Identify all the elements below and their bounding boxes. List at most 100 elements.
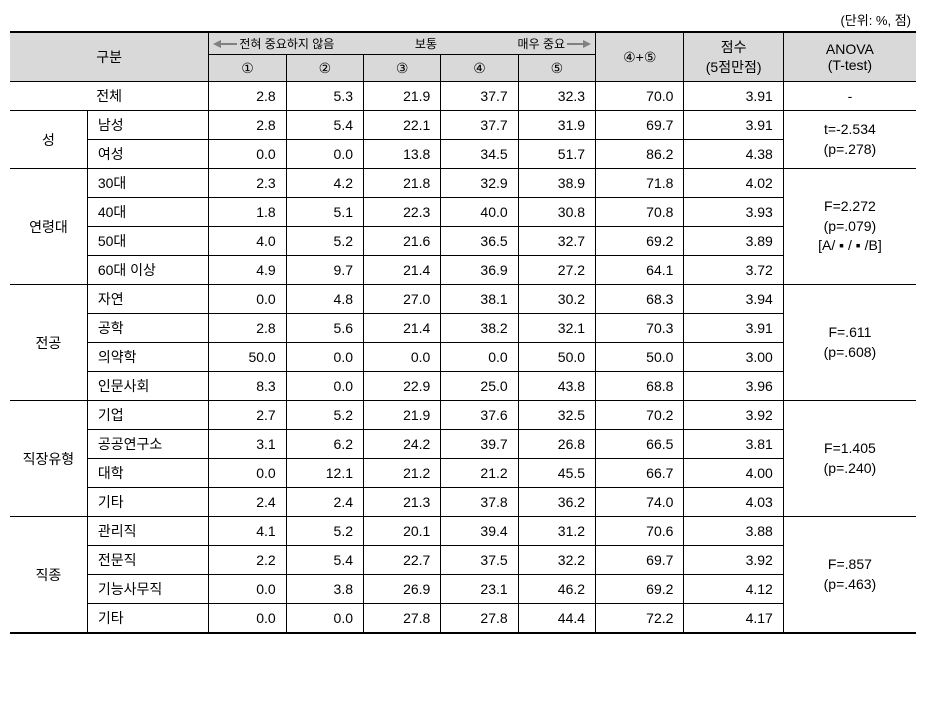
table-cell: 69.7 (596, 546, 684, 575)
table-cell: 86.2 (596, 140, 684, 169)
table-cell: 36.9 (441, 256, 518, 285)
table-row: 40대1.85.122.340.030.870.83.93 (10, 198, 916, 227)
table-cell: 8.3 (209, 372, 286, 401)
table-cell: 5.3 (286, 82, 363, 111)
table-cell: 72.2 (596, 604, 684, 634)
header-anova-main: ANOVA (826, 41, 874, 57)
header-col5: ⑤ (518, 55, 595, 82)
table-cell: 2.8 (209, 111, 286, 140)
table-cell: 37.7 (441, 111, 518, 140)
table-row: 연령대30대2.34.221.832.938.971.84.02F=2.272 … (10, 169, 916, 198)
table-cell: 0.0 (286, 604, 363, 634)
header-anova-sub: (T-test) (828, 57, 872, 73)
table-cell: 0.0 (286, 343, 363, 372)
table-cell: 27.8 (441, 604, 518, 634)
header-sum45: ④+⑤ (596, 32, 684, 82)
table-cell: 43.8 (518, 372, 595, 401)
table-row: 인문사회8.30.022.925.043.868.83.96 (10, 372, 916, 401)
table-cell: 60대 이상 (87, 256, 209, 285)
table-cell: 남성 (87, 111, 209, 140)
table-cell: 37.6 (441, 401, 518, 430)
table-cell: 74.0 (596, 488, 684, 517)
total-label: 전체 (10, 82, 209, 111)
table-cell: 21.4 (364, 256, 441, 285)
table-cell: 71.8 (596, 169, 684, 198)
anova-cell: F=1.405 (p=.240) (783, 401, 916, 517)
table-cell: 39.7 (441, 430, 518, 459)
table-cell: 25.0 (441, 372, 518, 401)
table-cell: 21.4 (364, 314, 441, 343)
scale-not-important-label: 전혀 중요하지 않음 (239, 35, 334, 52)
table-cell: 50.0 (596, 343, 684, 372)
table-cell: 70.8 (596, 198, 684, 227)
table-cell: 3.93 (684, 198, 783, 227)
header-scale: 전혀 중요하지 않음 보통 매우 중요 (209, 32, 596, 55)
table-cell: 22.1 (364, 111, 441, 140)
table-cell: 3.00 (684, 343, 783, 372)
table-cell: 공학 (87, 314, 209, 343)
table-cell: 32.5 (518, 401, 595, 430)
table-cell: 26.9 (364, 575, 441, 604)
table-row: 기능사무직0.03.826.923.146.269.24.12 (10, 575, 916, 604)
table-cell: 0.0 (209, 575, 286, 604)
table-cell: 37.8 (441, 488, 518, 517)
table-cell: 5.4 (286, 546, 363, 575)
header-category: 구분 (10, 32, 209, 82)
arrow-left-icon (213, 40, 237, 48)
header-col2: ② (286, 55, 363, 82)
table-row: 전체2.85.321.937.732.370.03.91- (10, 82, 916, 111)
table-cell: 66.5 (596, 430, 684, 459)
table-row: 의약학50.00.00.00.050.050.03.00 (10, 343, 916, 372)
table-cell: 3.91 (684, 111, 783, 140)
anova-cell: F=2.272 (p=.079) [A/ ▪ / ▪ /B] (783, 169, 916, 285)
table-cell: 27.8 (364, 604, 441, 634)
table-cell: 2.8 (209, 314, 286, 343)
table-cell: 24.2 (364, 430, 441, 459)
scale-normal-label: 보통 (415, 35, 437, 52)
table-cell: 5.2 (286, 401, 363, 430)
table-cell: 40.0 (441, 198, 518, 227)
table-cell: 26.8 (518, 430, 595, 459)
table-cell: 0.0 (364, 343, 441, 372)
table-cell: 40대 (87, 198, 209, 227)
header-col3: ③ (364, 55, 441, 82)
table-cell: 21.2 (441, 459, 518, 488)
table-cell: 전문직 (87, 546, 209, 575)
table-cell: 21.6 (364, 227, 441, 256)
group-label: 연령대 (10, 169, 87, 285)
table-cell: 기타 (87, 488, 209, 517)
table-cell: 21.8 (364, 169, 441, 198)
table-cell: 4.03 (684, 488, 783, 517)
table-row: 60대 이상4.99.721.436.927.264.13.72 (10, 256, 916, 285)
table-row: 50대4.05.221.636.532.769.23.89 (10, 227, 916, 256)
table-cell: 50.0 (518, 343, 595, 372)
table-cell: 0.0 (286, 372, 363, 401)
table-cell: 22.7 (364, 546, 441, 575)
table-cell: 37.7 (441, 82, 518, 111)
table-cell: 66.7 (596, 459, 684, 488)
table-cell: 대학 (87, 459, 209, 488)
table-cell: 5.6 (286, 314, 363, 343)
table-cell: 13.8 (364, 140, 441, 169)
table-cell: 22.3 (364, 198, 441, 227)
table-cell: 3.1 (209, 430, 286, 459)
table-cell: 3.91 (684, 82, 783, 111)
table-cell: 38.9 (518, 169, 595, 198)
table-row: 전공자연0.04.827.038.130.268.33.94F=.611 (p=… (10, 285, 916, 314)
table-row: 직장유형기업2.75.221.937.632.570.23.92F=1.405 … (10, 401, 916, 430)
table-cell: 21.9 (364, 401, 441, 430)
table-cell: 30대 (87, 169, 209, 198)
scale-very-important-label: 매우 중요 (518, 35, 566, 52)
table-cell: 0.0 (209, 604, 286, 634)
table-row: 대학0.012.121.221.245.566.74.00 (10, 459, 916, 488)
table-cell: 0.0 (286, 140, 363, 169)
table-cell: 70.3 (596, 314, 684, 343)
table-cell: 64.1 (596, 256, 684, 285)
table-cell: 5.4 (286, 111, 363, 140)
table-cell: 69.2 (596, 227, 684, 256)
table-cell: 4.02 (684, 169, 783, 198)
header-anova: ANOVA (T-test) (783, 32, 916, 82)
table-cell: 45.5 (518, 459, 595, 488)
table-cell: 37.5 (441, 546, 518, 575)
table-row: 성남성2.85.422.137.731.969.73.91t=-2.534 (p… (10, 111, 916, 140)
